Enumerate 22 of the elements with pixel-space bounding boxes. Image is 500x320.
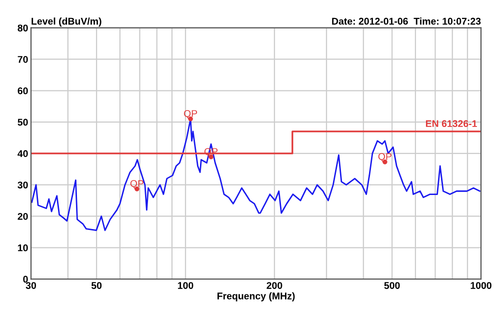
y-tick-label: 80: [18, 24, 28, 32]
series-label: EN 61326-1: [426, 120, 477, 128]
x-tick-label: 30: [26, 282, 36, 289]
y-tick-label: 30: [18, 182, 28, 188]
y-tick-label: 50: [18, 118, 28, 126]
text: Date: 2012-01-06 Time: 10:07:23: [332, 18, 481, 25]
x-axis-title: Frequency (MHz): [217, 292, 295, 302]
y-tick-label: 0: [23, 276, 28, 283]
y-tick-label: 20: [18, 212, 28, 220]
y-tick-label: 60: [18, 87, 28, 94]
annotation: QP: [378, 153, 392, 162]
annotation: QP: [184, 110, 198, 119]
y-axis-title: Level (dBuV/m): [32, 18, 102, 27]
x-tick-label: 1000: [470, 282, 492, 289]
annotation: QP: [130, 180, 144, 189]
y-tick-label: 40: [18, 150, 28, 158]
y-tick-label: 70: [18, 56, 28, 63]
x-tick-label: 100: [178, 282, 194, 289]
y-tick-label: 10: [18, 244, 28, 252]
x-tick-label: 500: [384, 282, 400, 289]
x-tick-label: 50: [91, 282, 102, 289]
x-tick-label: 200: [266, 282, 282, 289]
